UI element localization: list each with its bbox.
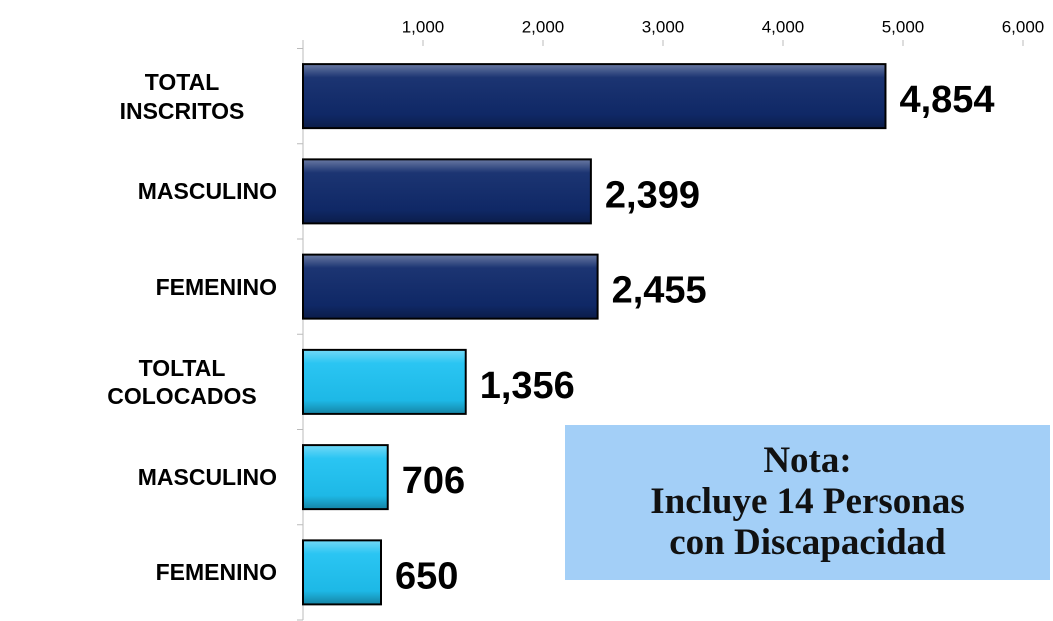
note-line: con Discapacidad — [669, 521, 946, 563]
note-line: Nota: — [763, 440, 852, 482]
bar-shade — [304, 160, 590, 223]
note-line: Incluye 14 Personas — [650, 481, 965, 523]
x-tick-label: 6,000 — [1002, 17, 1045, 36]
category-label: MASCULINO — [138, 144, 277, 240]
bar-shade — [304, 446, 387, 509]
x-tick-label: 3,000 — [642, 17, 685, 36]
category-text: TOTAL INSCRITOS — [119, 68, 245, 124]
bar-shade — [304, 541, 380, 604]
x-tick-label: 1,000 — [402, 17, 445, 36]
category-text: MASCULINO — [137, 178, 277, 205]
value-label: 2,399 — [605, 174, 700, 216]
category-text: TOLTAL COLOCADOS — [107, 354, 257, 410]
bar-shade — [304, 65, 885, 128]
value-label: 2,455 — [612, 270, 707, 312]
category-text: FEMENINO — [155, 559, 277, 586]
category-label: MASCULINO — [138, 430, 277, 526]
category-label: FEMENINO — [156, 239, 277, 335]
value-label: 4,854 — [899, 79, 994, 121]
x-tick-label: 2,000 — [522, 17, 565, 36]
category-label: TOLTAL COLOCADOS — [87, 334, 277, 430]
bar-shade — [304, 350, 465, 413]
category-text: FEMENINO — [155, 273, 277, 300]
category-text: MASCULINO — [137, 464, 277, 491]
value-label: 706 — [402, 460, 465, 502]
x-tick-label: 4,000 — [762, 17, 805, 36]
category-label: TOTAL INSCRITOS — [87, 49, 277, 145]
bar-shade — [304, 255, 597, 318]
category-label: FEMENINO — [156, 525, 277, 621]
value-label: 650 — [395, 555, 458, 597]
note-box: Nota: Incluye 14 Personas con Discapacidad — [565, 425, 1050, 580]
x-tick-label: 5,000 — [882, 17, 925, 36]
value-label: 1,356 — [480, 365, 575, 407]
